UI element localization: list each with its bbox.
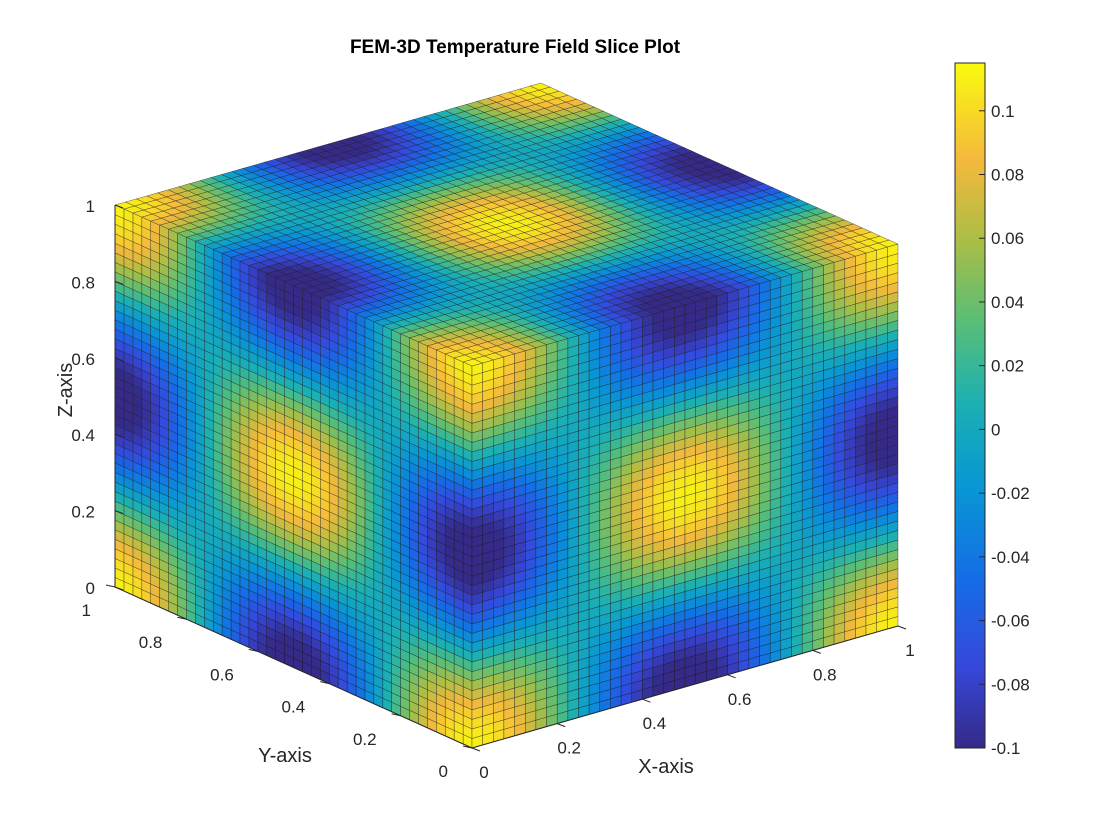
chart-title: FEM-3D Temperature Field Slice Plot bbox=[350, 37, 681, 58]
slice-y-0 bbox=[471, 243, 899, 749]
slice-x-0 bbox=[114, 204, 473, 749]
slice-surfaces bbox=[114, 82, 899, 749]
